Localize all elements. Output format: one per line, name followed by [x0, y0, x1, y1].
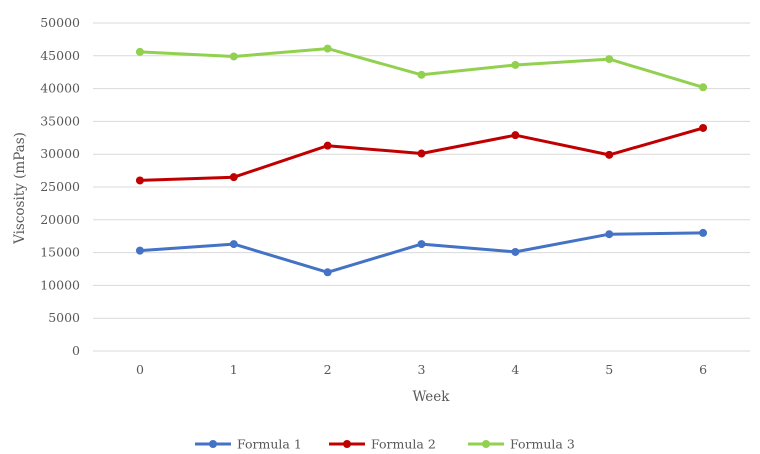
data-point	[605, 55, 614, 64]
gridlines	[93, 22, 750, 352]
y-tick-label: 45000	[40, 48, 80, 63]
legend: Formula 1 Formula 2 Formula 3	[195, 437, 575, 452]
x-tick-label: 3	[418, 362, 426, 377]
data-point	[417, 240, 426, 249]
x-tick-label: 2	[324, 362, 332, 377]
data-point	[699, 123, 708, 132]
data-point	[323, 268, 332, 277]
y-axis-ticks: 0 5000 10000 15000 20000 25000 30000 35000 40000…	[40, 15, 80, 358]
data-point	[511, 247, 520, 256]
data-point	[605, 150, 614, 159]
data-point	[699, 83, 708, 92]
x-tick-label: 0	[136, 362, 144, 377]
x-tick-label: 1	[230, 362, 238, 377]
data-point	[135, 246, 144, 255]
x-axis-ticks: 0 1 2 3 4 5 6	[136, 362, 707, 377]
data-point	[229, 240, 238, 249]
y-tick-label: 40000	[40, 81, 80, 96]
y-tick-label: 25000	[40, 179, 80, 194]
series-3	[135, 44, 708, 92]
series-2	[135, 123, 708, 185]
legend-marker	[482, 440, 490, 448]
legend-marker	[343, 440, 351, 448]
data-point	[511, 60, 520, 69]
y-tick-label: 15000	[40, 245, 80, 260]
data-point	[417, 70, 426, 79]
data-point	[605, 230, 614, 239]
data-point	[229, 52, 238, 61]
data-point	[229, 173, 238, 182]
series-line	[138, 47, 705, 89]
series-layer	[135, 44, 708, 277]
data-point	[417, 149, 426, 158]
data-point	[323, 44, 332, 53]
series-1	[135, 228, 708, 277]
legend-item: Formula 1	[195, 437, 302, 452]
y-tick-label: 10000	[40, 277, 80, 292]
y-tick-label: 5000	[48, 310, 80, 325]
data-point	[511, 131, 520, 140]
data-point	[135, 47, 144, 56]
x-tick-label: 5	[605, 362, 613, 377]
legend-item: Formula 3	[468, 437, 575, 452]
x-axis-title: Week	[413, 389, 451, 405]
legend-marker	[209, 440, 217, 448]
legend-label: Formula 3	[510, 437, 575, 451]
data-point	[135, 176, 144, 185]
data-point	[699, 228, 708, 237]
y-tick-label: 35000	[40, 113, 80, 128]
y-tick-label: 30000	[40, 146, 80, 161]
legend-item: Formula 2	[329, 437, 436, 452]
legend-label: Formula 2	[371, 437, 436, 451]
x-tick-label: 6	[699, 362, 707, 377]
y-tick-label: 0	[72, 343, 80, 358]
x-tick-label: 4	[511, 362, 519, 377]
y-tick-label: 20000	[40, 212, 80, 227]
y-axis-title: Viscosity (mPas)	[12, 132, 28, 245]
legend-label: Formula 1	[237, 437, 302, 451]
data-point	[323, 141, 332, 150]
y-tick-label: 50000	[40, 15, 80, 30]
